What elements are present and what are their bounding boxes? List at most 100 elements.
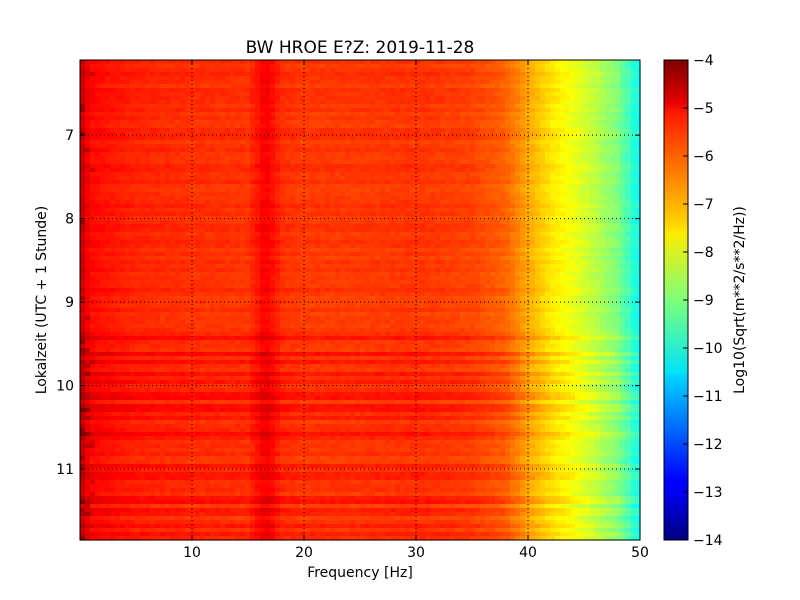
- heatmap-cell: [105, 204, 111, 209]
- heatmap-cell: [325, 220, 331, 225]
- heatmap-cell: [455, 152, 461, 157]
- heatmap-cell: [550, 212, 556, 217]
- heatmap-cell: [280, 172, 286, 177]
- heatmap-cell: [325, 80, 331, 85]
- heatmap-cell: [410, 84, 416, 89]
- heatmap-cell: [570, 108, 576, 113]
- heatmap-cell: [275, 116, 281, 121]
- heatmap-cell: [310, 192, 316, 197]
- heatmap-cell: [430, 68, 436, 73]
- heatmap-cell: [570, 168, 576, 173]
- heatmap-cell: [525, 88, 531, 93]
- heatmap-cell: [265, 152, 271, 157]
- heatmap-cell: [635, 212, 641, 217]
- heatmap-cell: [150, 156, 156, 161]
- heatmap-cell: [300, 224, 306, 229]
- heatmap-cell: [390, 156, 396, 161]
- heatmap-cell: [305, 96, 311, 101]
- heatmap-cell: [150, 140, 156, 145]
- heatmap-cell: [435, 184, 441, 189]
- heatmap-cell: [240, 192, 246, 197]
- heatmap-cell: [625, 188, 631, 193]
- heatmap-cell: [465, 116, 471, 121]
- heatmap-cell: [195, 88, 201, 93]
- heatmap-cell: [100, 72, 106, 77]
- heatmap-cell: [270, 208, 276, 213]
- heatmap-cell: [275, 112, 281, 117]
- heatmap-cell: [165, 156, 171, 161]
- heatmap-cell: [80, 164, 86, 169]
- heatmap-cell: [215, 60, 221, 65]
- heatmap-cell: [455, 72, 461, 77]
- heatmap-cell: [630, 144, 636, 149]
- heatmap-cell: [275, 60, 281, 65]
- heatmap-cell: [545, 168, 551, 173]
- heatmap-cell: [295, 76, 301, 81]
- heatmap-cell: [260, 220, 266, 225]
- heatmap-cell: [400, 116, 406, 121]
- heatmap-cell: [285, 112, 291, 117]
- heatmap-cell: [230, 64, 236, 69]
- heatmap-cell: [250, 64, 256, 69]
- heatmap-cell: [425, 120, 431, 125]
- heatmap-cell: [605, 200, 611, 205]
- heatmap-cell: [500, 120, 506, 125]
- heatmap-cell: [595, 152, 601, 157]
- heatmap-cell: [525, 196, 531, 201]
- heatmap-cell: [370, 60, 376, 65]
- heatmap-cell: [625, 212, 631, 217]
- heatmap-cell: [175, 124, 181, 129]
- heatmap-cell: [205, 192, 211, 197]
- heatmap-cell: [430, 160, 436, 165]
- heatmap-cell: [340, 80, 346, 85]
- heatmap-cell: [570, 220, 576, 225]
- heatmap-cell: [360, 136, 366, 141]
- heatmap-cell: [445, 232, 451, 237]
- heatmap-cell: [335, 132, 341, 137]
- heatmap-cell: [535, 200, 541, 205]
- heatmap-cell: [385, 156, 391, 161]
- heatmap-cell: [565, 232, 571, 237]
- heatmap-cell: [180, 172, 186, 177]
- heatmap-cell: [155, 152, 161, 157]
- heatmap-cell: [265, 156, 271, 161]
- heatmap-cell: [445, 168, 451, 173]
- heatmap-cell: [260, 88, 266, 93]
- heatmap-cell: [250, 112, 256, 117]
- heatmap-cell: [450, 80, 456, 85]
- heatmap-cell: [365, 148, 371, 153]
- heatmap-cell: [630, 132, 636, 137]
- heatmap-cell: [400, 136, 406, 141]
- heatmap-cell: [170, 236, 176, 241]
- heatmap-cell: [250, 180, 256, 185]
- heatmap-cell: [185, 220, 191, 225]
- heatmap-cell: [475, 88, 481, 93]
- heatmap-cell: [145, 84, 151, 89]
- heatmap-cell: [140, 148, 146, 153]
- heatmap-cell: [145, 180, 151, 185]
- heatmap-cell: [190, 148, 196, 153]
- heatmap-cell: [510, 100, 516, 105]
- heatmap-cell: [565, 160, 571, 165]
- heatmap-cell: [545, 128, 551, 133]
- heatmap-cell: [575, 176, 581, 181]
- heatmap-cell: [475, 212, 481, 217]
- heatmap-cell: [260, 76, 266, 81]
- heatmap-cell: [535, 72, 541, 77]
- heatmap-cell: [500, 192, 506, 197]
- heatmap-cell: [400, 160, 406, 165]
- heatmap-cell: [290, 116, 296, 121]
- heatmap-cell: [105, 68, 111, 73]
- heatmap-cell: [590, 108, 596, 113]
- heatmap-cell: [590, 164, 596, 169]
- heatmap-cell: [140, 216, 146, 221]
- heatmap-cell: [405, 144, 411, 149]
- heatmap-cell: [635, 60, 641, 65]
- heatmap-cell: [220, 164, 226, 169]
- heatmap-cell: [85, 188, 91, 193]
- heatmap-cell: [180, 60, 186, 65]
- heatmap-cell: [380, 228, 386, 233]
- heatmap-cell: [395, 164, 401, 169]
- heatmap-cell: [545, 72, 551, 77]
- heatmap-cell: [340, 68, 346, 73]
